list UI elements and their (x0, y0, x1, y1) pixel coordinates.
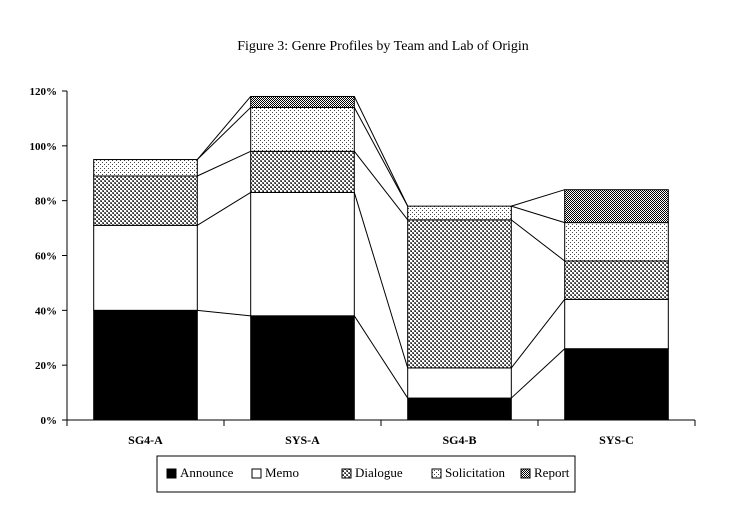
legend-label-solicitation: Solicitation (445, 465, 505, 480)
bar-segment-sys-a-memo (250, 191, 355, 317)
y-tick-label: 80% (35, 196, 57, 208)
legend: Announce Memo Dialogue Solicitation Report (156, 455, 576, 493)
legend-box (156, 455, 576, 493)
connector-line-sg4-a-to-sys-a-solicitation (196, 107, 252, 160)
legend-label-memo: Memo (265, 465, 299, 480)
axes-group: 0% 20% 40% 60% 80% 100% 120% SG4-A SYS-A SG4-B SYS… (30, 86, 696, 447)
bar-segment-sg4-b-memo (407, 367, 512, 399)
bar-segment-sg4-b-dialogue (407, 219, 512, 369)
bar-segment-sys-c-report (564, 189, 669, 224)
bar-segment-sys-c-solicitation (564, 222, 669, 262)
bar-segment-sg4-a-solicitation (93, 159, 198, 177)
connector-line-sg4-a-to-sys-a-report (196, 96, 252, 160)
bar-segment-sys-a-announce (250, 315, 355, 421)
bar-segment-sg4-b-announce (407, 397, 512, 421)
y-tick-label: 100% (30, 141, 58, 153)
y-tick-label: 60% (35, 251, 57, 263)
connector-line-sg4-b-to-sys-c-memo (510, 299, 566, 369)
x-tick-label: SG4-A (128, 433, 163, 447)
connector-line-sys-a-to-sg4-b-memo (353, 192, 409, 369)
connector-lines (196, 96, 566, 399)
connector-line-sys-a-to-sg4-b-solicitation (353, 107, 409, 207)
connector-line-sys-a-to-sg4-b-report (353, 96, 409, 207)
connector-line-sg4-b-to-sys-c-report (511, 189, 565, 207)
connector-line-sg4-b-to-sys-c-solicitation (511, 205, 565, 224)
connector-line-sg4-a-to-sys-a-memo (197, 192, 251, 226)
legend-swatch-report (520, 468, 531, 479)
y-tick-label: 0% (41, 415, 58, 427)
connector-line-sg4-a-to-sys-a-announce (197, 309, 251, 317)
legend-label-announce: Announce (180, 465, 234, 480)
connector-line-sg4-b-to-sys-c-dialogue (511, 219, 565, 262)
bar-segment-sg4-a-memo (93, 224, 198, 311)
connector-line-sys-a-to-sg4-b-dialogue (353, 151, 409, 221)
legend-label-dialogue: Dialogue (355, 465, 403, 480)
x-tick-label: SYS-C (599, 433, 634, 447)
bars-group (93, 95, 669, 421)
chart-title: Figure 3: Genre Profiles by Team and Lab… (237, 39, 529, 54)
bar-segment-sg4-a-dialogue (93, 175, 198, 226)
bar-segment-sys-a-report (250, 95, 355, 108)
bar-segment-sys-a-solicitation (250, 106, 355, 152)
bar-segment-sys-c-memo (564, 298, 669, 350)
legend-label-report: Report (534, 465, 570, 480)
bar-segment-sg4-b-solicitation (407, 205, 512, 221)
legend-swatch-solicitation (431, 468, 442, 479)
connector-line-sg4-b-to-sys-c-announce (510, 348, 566, 399)
x-tick-label: SG4-B (442, 433, 476, 447)
legend-swatch-announce (166, 468, 177, 479)
y-tick-label: 20% (35, 360, 57, 372)
x-tick-label: SYS-A (285, 433, 320, 447)
y-tick-label: 40% (35, 305, 57, 317)
connector-line-sys-a-to-sg4-b-announce (353, 315, 409, 399)
bar-segment-sys-a-dialogue (250, 150, 355, 193)
bar-segment-sys-c-announce (564, 348, 669, 421)
y-tick-label: 120% (30, 86, 58, 98)
legend-swatch-dialogue (341, 468, 352, 479)
legend-swatch-memo (251, 468, 262, 479)
bar-segment-sg4-a-announce (93, 309, 198, 421)
connector-line-sg4-a-to-sys-a-dialogue (197, 150, 251, 177)
bar-segment-sys-c-dialogue (564, 260, 669, 300)
